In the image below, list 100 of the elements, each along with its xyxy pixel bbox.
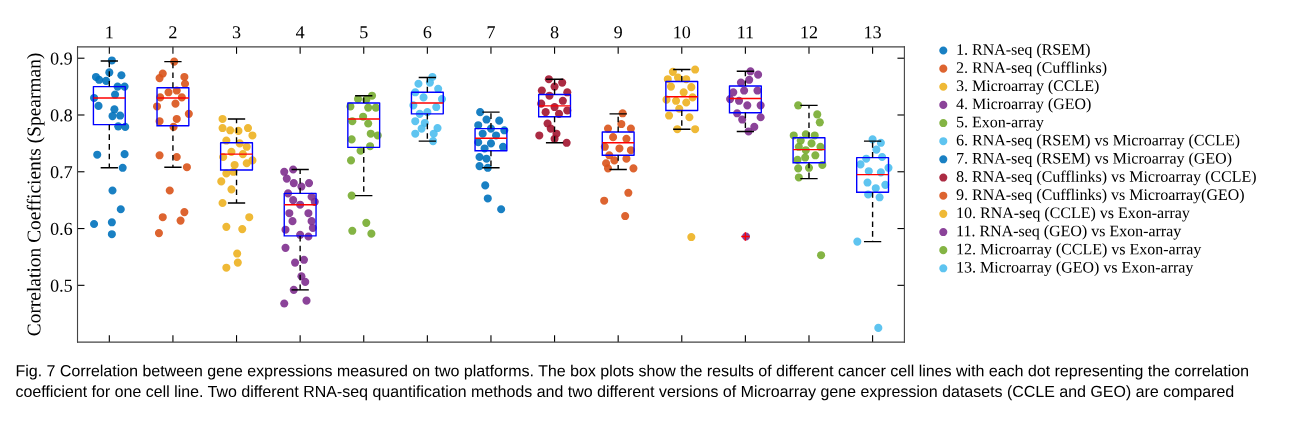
point [483, 194, 492, 203]
point [537, 86, 546, 95]
legend-label: 6. RNA-seq (RSEM) vs Microarray (CCLE) [956, 134, 1240, 149]
x-tick-label: 10 [674, 26, 691, 39]
point [230, 160, 239, 169]
point [302, 296, 311, 305]
point [478, 129, 487, 138]
point [691, 65, 700, 74]
point [180, 79, 190, 88]
y-tick-label: 0.5 [50, 279, 72, 292]
x-tick-label: 8 [550, 26, 559, 39]
point [348, 226, 357, 235]
point [346, 156, 356, 165]
point [414, 79, 423, 88]
point [362, 218, 371, 227]
point [176, 216, 185, 225]
legend-label: 1. RNA-seq (RSEM) [957, 43, 1090, 59]
point [666, 82, 676, 91]
point [474, 121, 483, 130]
point [807, 139, 816, 148]
point [172, 114, 181, 124]
x-tick-label: 6 [423, 26, 432, 39]
legend-label: 11. RNA-seq (GEO) vs Exon-array [957, 225, 1182, 240]
point [753, 86, 762, 95]
legend-label: 4. Microarray (GEO) [956, 98, 1091, 113]
point [745, 75, 754, 84]
x-tick-label: 9 [614, 26, 622, 39]
x-tick-label: 4 [295, 26, 305, 39]
point [227, 185, 236, 194]
point [155, 74, 164, 83]
point [305, 179, 314, 188]
point [118, 163, 127, 172]
point [289, 196, 298, 205]
y-tick-label: 0.9 [50, 52, 72, 65]
point [222, 222, 231, 231]
point [872, 145, 881, 154]
point [107, 218, 116, 227]
point [687, 233, 696, 242]
point [218, 114, 227, 124]
x-tick-label: 12 [801, 26, 818, 39]
point [108, 186, 117, 195]
point [164, 88, 173, 97]
point [482, 154, 491, 163]
point [299, 255, 309, 264]
point [853, 237, 862, 246]
caption: Fig. 7 Correlation between gene expressions measured on two platforms. The box plots show the results of different cancer cell lines with each dot representing the correlation coefficient for one cell line. Two different RNA-seq quantification methods and two different versions of Microarray gene expression datasets (CCLE and GEO) are compared [16, 364, 1248, 401]
point [475, 152, 484, 162]
point [347, 191, 356, 200]
point [280, 299, 289, 308]
point [495, 116, 504, 125]
point [180, 72, 189, 81]
point [102, 76, 111, 85]
point [155, 151, 164, 160]
point [863, 178, 872, 187]
point [682, 98, 691, 107]
x-tick-label: 5 [360, 26, 368, 39]
point [158, 213, 167, 222]
point [558, 78, 567, 87]
point [182, 163, 191, 172]
x-tick-label: 13 [865, 26, 881, 39]
point [172, 152, 181, 162]
point [285, 209, 294, 218]
point [794, 173, 803, 182]
point [245, 213, 254, 222]
point [475, 162, 484, 171]
point [813, 110, 822, 119]
point [110, 105, 119, 114]
legend-label: 3. Microarray (CCLE) [956, 79, 1099, 95]
point [417, 124, 426, 133]
y-axis-title: Correlation Coefficients (Spearman) [26, 53, 45, 336]
point [233, 258, 242, 267]
legend-label: 5. Exon-array [957, 116, 1044, 131]
point [222, 263, 231, 272]
point [233, 249, 242, 258]
point [366, 129, 375, 138]
point [875, 193, 884, 202]
point [120, 150, 129, 159]
point [756, 113, 765, 122]
point [419, 93, 428, 102]
point [562, 138, 571, 147]
y-tick-label: 0.6 [50, 222, 73, 236]
point [90, 219, 99, 229]
point [281, 243, 290, 252]
point [304, 209, 313, 218]
point [218, 198, 227, 208]
point [811, 151, 820, 160]
point [497, 205, 506, 214]
x-tick-label: 2 [169, 26, 177, 39]
point [743, 101, 752, 110]
point [171, 99, 180, 108]
x-tick-label: 1 [106, 26, 113, 39]
point [621, 212, 630, 221]
point [541, 108, 550, 117]
point [288, 217, 297, 226]
legend-label: 8. RNA-seq (Cufflinks) vs Microarray (CCLE) [956, 170, 1256, 186]
point [672, 96, 681, 105]
point [429, 129, 438, 138]
point [817, 251, 826, 260]
legend-label: 9. RNA-seq (Cufflinks) vs Microarray(GEO) [956, 188, 1244, 204]
point [794, 101, 803, 110]
